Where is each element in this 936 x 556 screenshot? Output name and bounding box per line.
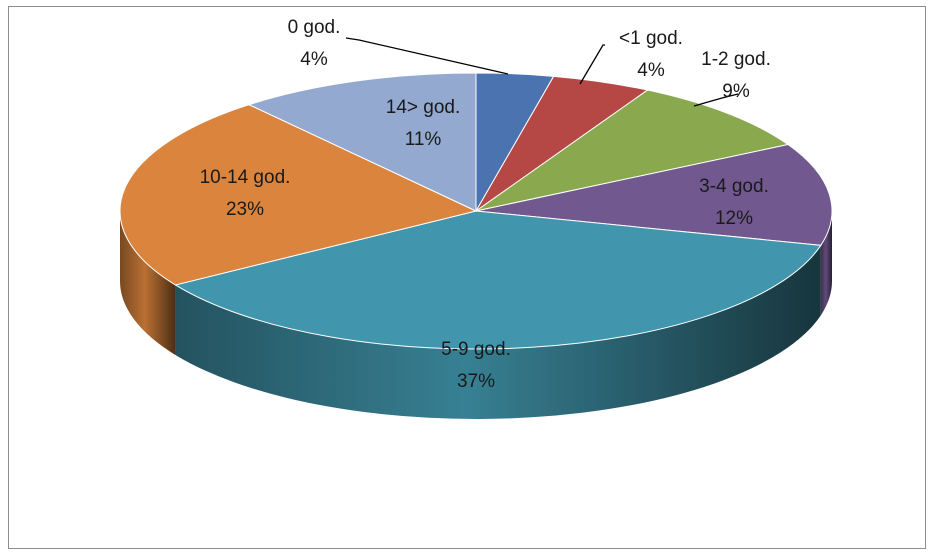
slice-percent-1-2-god: 9% xyxy=(722,81,750,102)
leader-line-1-2-god xyxy=(693,93,739,107)
slice-labels: 0 god. 4% <1 god. 4% 1-2 god. 9% 3-4 god. 12% 5-… xyxy=(200,17,771,392)
slice-label-1-2-god: 1-2 god. xyxy=(701,49,771,70)
leader-line-1-god xyxy=(579,44,605,85)
slice-label-0-god: 0 god. xyxy=(288,17,341,38)
slice-label-14-god: 14> god. xyxy=(386,97,461,118)
leader-line-0-god xyxy=(345,37,509,75)
slice-1-2-god xyxy=(475,89,790,212)
leader-lines xyxy=(345,37,739,107)
slice-side-10-14-god xyxy=(120,211,176,355)
slice-side-5-9-god xyxy=(175,245,821,420)
pie-slices xyxy=(119,72,833,350)
slice-percent-1-god: 4% xyxy=(637,60,665,81)
slice-side-3-4-god xyxy=(820,211,832,316)
slice-percent-5-9-god: 37% xyxy=(457,371,495,392)
slice-3-4-god xyxy=(475,143,833,246)
slice-percent-3-4-god: 12% xyxy=(715,208,753,229)
slice-label-5-9-god: 5-9 god. xyxy=(441,339,511,360)
slice-label-10-14-god: 10-14 god. xyxy=(200,167,291,188)
slice-percent-0-god: 4% xyxy=(300,49,328,70)
slice-label-3-4-god: 3-4 god. xyxy=(699,176,769,197)
slice-percent-10-14-god: 23% xyxy=(226,199,264,220)
pie-sides xyxy=(120,211,832,420)
slice-label-1-god: <1 god. xyxy=(619,28,683,49)
slice-14-god xyxy=(247,72,477,212)
slice-10-14-god xyxy=(119,104,478,286)
slice-percent-14-god: 11% xyxy=(405,129,442,150)
